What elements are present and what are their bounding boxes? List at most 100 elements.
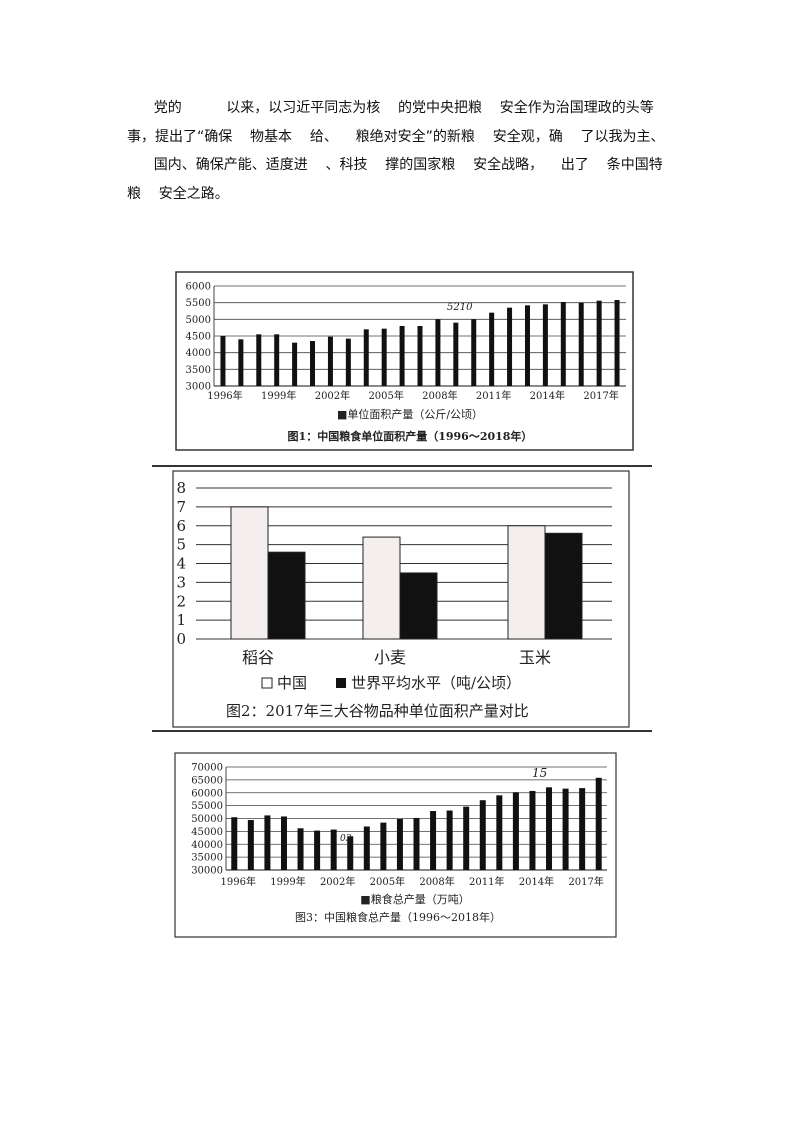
y-tick-label: 6 — [176, 517, 186, 535]
bar — [363, 826, 370, 870]
paragraph-line: 党的 以来，以习近平同志为核 的党中央把粮 安全作为治国理政的头等 — [127, 100, 654, 116]
y-tick-label: 35000 — [191, 853, 223, 864]
bar — [463, 806, 470, 870]
bar — [560, 302, 566, 386]
bar — [546, 787, 553, 870]
y-tick-label: 0 — [176, 630, 186, 648]
x-tick-label: 2017年 — [583, 389, 618, 402]
handwritten-annotation: 03 — [340, 834, 352, 844]
x-tick-label: 1999年 — [270, 875, 305, 888]
y-tick-label: 7 — [176, 498, 186, 516]
bar — [446, 810, 453, 870]
bar — [524, 305, 530, 386]
x-tick-label: 2005年 — [368, 389, 403, 402]
bar-china — [507, 525, 546, 640]
x-category-label: 小麦 — [374, 648, 406, 667]
y-tick-label: 55000 — [191, 801, 223, 812]
bar — [292, 342, 298, 386]
x-category-label: 稻谷 — [242, 648, 274, 667]
bar — [512, 792, 519, 870]
handwritten-annotation: 15 — [532, 766, 547, 780]
bar — [430, 811, 437, 870]
chart-frame — [172, 470, 630, 728]
bar — [310, 341, 316, 386]
x-tick-label: 2008年 — [422, 389, 457, 402]
bar-world — [544, 532, 583, 640]
bar — [479, 800, 486, 870]
bar — [220, 336, 226, 386]
legend-swatch-china — [261, 677, 273, 689]
bar — [542, 304, 548, 386]
chart-frame — [174, 752, 617, 938]
bar — [396, 819, 403, 870]
chart-legend: ■粮食总产量（万吨） — [360, 892, 469, 906]
bar — [363, 329, 369, 386]
y-tick-label: 4 — [176, 555, 186, 573]
bar — [380, 822, 387, 870]
bar — [596, 300, 602, 386]
bar-world — [267, 551, 306, 640]
y-tick-label: 3000 — [186, 382, 211, 393]
y-tick-label: 4500 — [186, 332, 211, 343]
bar — [264, 815, 271, 870]
y-tick-label: 5000 — [186, 315, 211, 326]
legend-label-world: 世界平均水平（吨/公顷） — [351, 674, 521, 692]
bar — [314, 830, 321, 870]
bar — [417, 326, 423, 386]
y-tick-label: 45000 — [191, 827, 223, 838]
bar — [280, 816, 287, 870]
bar-world — [399, 572, 438, 640]
y-tick-label: 65000 — [191, 775, 223, 786]
paragraph-line: 国内、确保产能、适度进 、科技 撑的国家粮 安全战略， 出了 条中国特 — [127, 157, 663, 173]
bar — [435, 319, 441, 386]
y-tick-label: 5 — [176, 536, 186, 554]
legend-label-china: 中国 — [277, 674, 307, 692]
bar — [614, 300, 620, 386]
bar — [231, 817, 238, 870]
y-tick-label: 4000 — [186, 348, 211, 359]
bar — [399, 326, 405, 386]
bar — [238, 339, 244, 386]
bar — [256, 334, 262, 386]
handwritten-annotation: 5210 — [447, 302, 473, 313]
bar — [595, 777, 602, 870]
bar — [297, 828, 304, 870]
x-tick-label: 2002年 — [320, 875, 355, 888]
bar-china — [230, 506, 269, 640]
bar — [471, 319, 477, 386]
x-tick-label: 2008年 — [419, 875, 454, 888]
bar — [330, 829, 337, 870]
bar — [381, 328, 387, 386]
bar — [562, 788, 569, 870]
y-tick-label: 5500 — [186, 298, 211, 309]
bar — [274, 334, 280, 386]
chart-legend: ■单位面积产量（公斤/公顷） — [337, 407, 483, 421]
x-tick-label: 2011年 — [476, 389, 511, 402]
chart-frame — [175, 271, 634, 451]
y-tick-label: 8 — [176, 479, 186, 497]
y-tick-label: 50000 — [191, 814, 223, 825]
chart-title: 图2：2017年三大谷物品种单位面积产量对比 — [226, 702, 529, 720]
x-tick-label: 1996年 — [207, 389, 242, 402]
bar — [578, 302, 584, 386]
y-tick-label: 30000 — [191, 866, 223, 877]
bar — [345, 338, 351, 386]
x-tick-label: 1999年 — [261, 389, 296, 402]
x-tick-label: 2014年 — [530, 389, 565, 402]
chart-title: 图1：中国粮食单位面积产量（1996～2018年） — [288, 429, 533, 443]
bar — [529, 790, 536, 870]
x-tick-label: 2014年 — [519, 875, 554, 888]
y-tick-label: 3500 — [186, 365, 211, 376]
bar — [507, 307, 513, 386]
y-tick-label: 6000 — [186, 282, 211, 293]
bar — [327, 336, 333, 386]
x-tick-label: 2005年 — [370, 875, 405, 888]
x-category-label: 玉米 — [519, 648, 551, 667]
bar — [347, 836, 354, 870]
bar — [579, 788, 586, 870]
y-tick-label: 1 — [176, 611, 186, 629]
intro-paragraph: 党的 以来，以习近平同志为核 的党中央把粮 安全作为治国理政的头等 事，提出了“… — [127, 94, 665, 208]
bar-china — [362, 536, 401, 640]
